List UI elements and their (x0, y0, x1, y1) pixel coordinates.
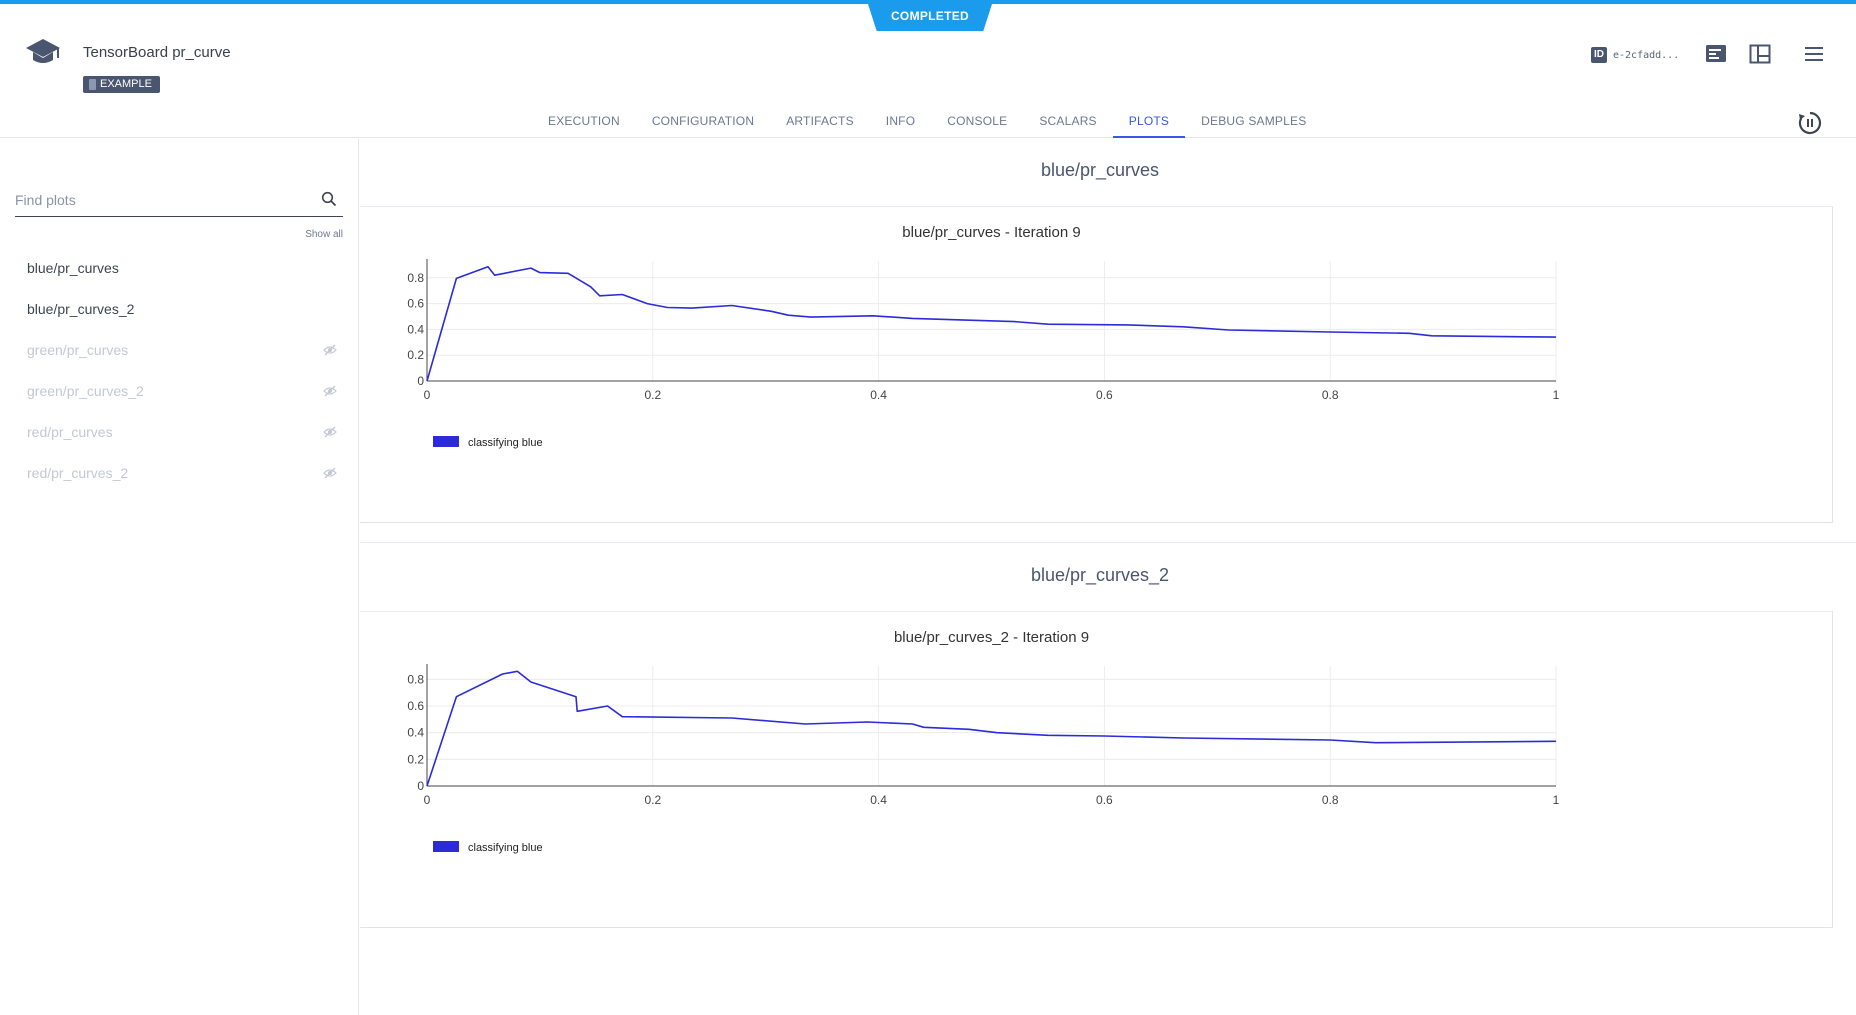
chart-title: blue/pr_curves - Iteration 9 (902, 224, 1080, 241)
x-tick-label: 1 (1553, 388, 1560, 402)
tag-badge[interactable]: EXAMPLE (83, 76, 160, 93)
x-tick-label: 0.6 (1096, 388, 1113, 402)
menu-icon[interactable] (1802, 42, 1826, 66)
tab-scalars[interactable]: SCALARS (1039, 114, 1097, 128)
tab-console[interactable]: CONSOLE (947, 114, 1008, 128)
chart-title: blue/pr_curves_2 - Iteration 9 (894, 629, 1089, 646)
info-panel-icon[interactable] (1704, 42, 1728, 66)
layout-toggle-icon[interactable] (1748, 42, 1772, 66)
sidebar-plot-item[interactable]: blue/pr_curves_2 (0, 288, 359, 329)
task-header: TensorBoard pr_curve EXAMPLE ID e-2cfadd… (0, 4, 1856, 138)
tab-info[interactable]: INFO (885, 114, 916, 128)
graduation-cap-icon (24, 36, 62, 68)
status-badge: COMPLETED (868, 4, 992, 31)
sidebar-plot-label: green/pr_curves_2 (27, 382, 144, 399)
x-tick-label: 0.2 (644, 793, 661, 807)
tab-execution[interactable]: EXECUTION (548, 114, 620, 128)
series-line (426, 265, 1557, 382)
x-tick-label: 0.4 (870, 793, 887, 807)
tab-artifacts[interactable]: ARTIFACTS (786, 114, 854, 128)
task-title: TensorBoard pr_curve (83, 44, 231, 61)
x-tick-label: 0.2 (644, 388, 661, 402)
section-title: blue/pr_curves_2 (1030, 565, 1170, 585)
y-tick-label: 0 (417, 374, 424, 388)
x-tick-label: 1 (1553, 793, 1560, 807)
y-tick-label: 0.2 (407, 752, 424, 766)
tab-plots[interactable]: PLOTS (1112, 102, 1186, 138)
legend-swatch (433, 436, 459, 447)
y-tick-label: 0 (417, 779, 424, 793)
sidebar-plot-item[interactable]: green/pr_curves_2 (0, 370, 359, 411)
show-all-link[interactable]: Show all (305, 229, 343, 240)
x-tick-label: 0.8 (1322, 793, 1339, 807)
y-tick-label: 0.4 (407, 322, 424, 336)
find-plots-field (15, 187, 343, 217)
y-tick-label: 0.8 (407, 672, 424, 686)
eye-off-icon[interactable] (323, 426, 337, 438)
plot-card: blue/pr_curves - Iteration 9 0 0.2 0.4 0.6 0.… (360, 206, 1833, 523)
eye-off-icon[interactable] (323, 467, 337, 479)
plot-card: blue/pr_curves_2 - Iteration 9 0 0.2 0.4 0.6… (360, 611, 1833, 928)
sidebar-plot-item[interactable]: green/pr_curves (0, 329, 359, 370)
x-tick-label: 0.6 (1096, 793, 1113, 807)
sidebar-plot-item[interactable]: blue/pr_curves (0, 247, 359, 288)
section-divider (360, 542, 1856, 543)
x-tick-label: 0 (424, 793, 431, 807)
pr-curve-chart[interactable]: blue/pr_curves - Iteration 9 0 0.2 0.4 0.6 0.… (360, 207, 1833, 524)
sidebar-plot-label: blue/pr_curves_2 (27, 300, 135, 317)
y-tick-label: 0.2 (407, 348, 424, 362)
eye-off-icon[interactable] (323, 344, 337, 356)
search-icon[interactable] (321, 191, 337, 207)
task-tabs: EXECUTION CONFIGURATION ARTIFACTS INFO C… (548, 102, 1338, 138)
x-tick-label: 0.8 (1322, 388, 1339, 402)
y-tick-label: 0.4 (407, 726, 424, 740)
plots-panel: blue/pr_curves blue/pr_curves - Iteratio… (360, 139, 1856, 1015)
tab-configuration[interactable]: CONFIGURATION (651, 114, 755, 128)
plot-list: blue/pr_curves blue/pr_curves_2 green/pr_c… (0, 247, 359, 493)
legend-label: classifying blue (468, 437, 543, 449)
auto-refresh-icon[interactable] (1797, 110, 1823, 136)
plots-sidebar: Show all blue/pr_curves blue/pr_curves_2g… (0, 139, 359, 1015)
tab-debug-samples[interactable]: DEBUG SAMPLES (1201, 114, 1307, 128)
top-status-stripe (0, 0, 1856, 4)
task-id-chip[interactable]: ID e-2cfadd... (1591, 46, 1679, 64)
sidebar-plot-label: red/pr_curves (27, 423, 113, 440)
y-tick-label: 0.6 (407, 699, 424, 713)
tag-icon (89, 79, 96, 90)
sidebar-plot-item[interactable]: red/pr_curves_2 (0, 452, 359, 493)
section-title: blue/pr_curves (1040, 160, 1160, 180)
legend-label: classifying blue (468, 842, 543, 854)
x-tick-label: 0.4 (870, 388, 887, 402)
sidebar-plot-item[interactable]: red/pr_curves (0, 411, 359, 452)
series-line (426, 670, 1557, 787)
sidebar-plot-label: blue/pr_curves (27, 259, 119, 276)
sidebar-plot-label: green/pr_curves (27, 341, 129, 358)
sidebar-plot-label: red/pr_curves_2 (27, 464, 129, 481)
legend-swatch (433, 841, 459, 852)
eye-off-icon[interactable] (323, 385, 337, 397)
id-value: e-2cfadd... (1613, 49, 1680, 61)
pr-curve-chart[interactable]: blue/pr_curves_2 - Iteration 9 0 0.2 0.4 0.6… (360, 612, 1833, 929)
find-plots-input[interactable] (15, 187, 305, 213)
id-label: ID (1591, 47, 1607, 63)
x-tick-label: 0 (424, 388, 431, 402)
y-tick-label: 0.8 (407, 271, 424, 285)
y-tick-label: 0.6 (407, 297, 424, 311)
tag-label: EXAMPLE (100, 78, 152, 90)
